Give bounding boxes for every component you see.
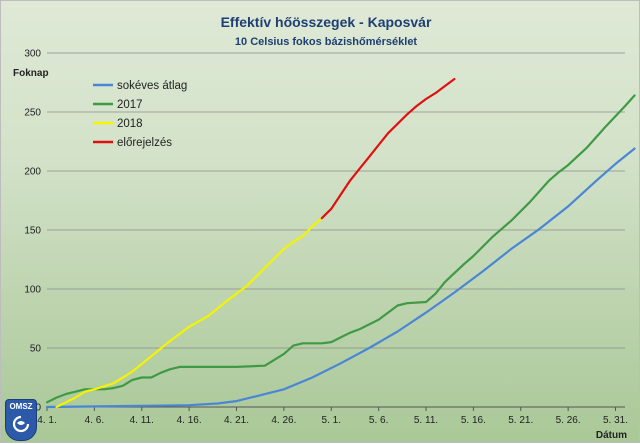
series-line-3 [320,77,456,220]
logo-text: OMSZ [9,402,33,411]
omsz-logo-icon [12,415,30,433]
x-tick-label: 4. 11. [130,415,154,426]
legend: sokéves átlag 2017 2018 előrejelzés [93,80,187,149]
x-tick-label: 4. 1. [37,415,56,426]
series-line-1 [45,94,636,404]
legend-label-1: 2017 [117,99,143,111]
y-tick-label: 300 [24,49,41,60]
legend-label-0: sokéves átlag [117,80,187,92]
x-tick-label: 4. 26. [271,415,296,426]
x-axis-title: Dátum [596,430,627,441]
x-tick-label: 5. 11. [414,415,438,426]
omsz-logo: OMSZ [5,399,37,441]
x-tick-label: 4. 6. [85,415,104,426]
x-tick-label: 5. 6. [369,415,388,426]
y-tick-label: 150 [24,226,41,237]
y-tick-label: 50 [30,344,42,355]
y-tick-label: 200 [24,167,41,178]
legend-label-3: előrejelzés [117,137,172,149]
y-tick-labels: 0 50 100 150 200 250 300 [24,49,41,414]
x-tick-label: 5. 16. [461,415,486,426]
x-tick-labels: 4. 1. 4. 6. 4. 11. 4. 16. 4. 21. 4. 26. 5. 1. 5… [37,415,628,426]
series-line-0 [45,147,636,409]
x-tick-label: 5. 26. [556,415,581,426]
y-tick-label: 100 [24,285,41,296]
series-line-2 [55,217,323,409]
y-tick-label: 250 [24,108,41,119]
x-tick-label: 5. 21. [508,415,533,426]
x-tick-label: 5. 31. [603,415,628,426]
y-tick-label: 0 [35,403,41,414]
series-lines [45,77,636,409]
legend-label-2: 2018 [117,118,143,130]
chart-title: Effektív hőösszegek - Kaposvár [221,14,432,30]
x-tick-label: 5. 1. [322,415,341,426]
grid-lines [46,52,625,411]
y-axis-title: Foknap [13,68,49,79]
chart-subtitle: 10 Celsius fokos bázishőmérséklet [235,36,418,48]
x-tick-label: 4. 16. [177,415,202,426]
x-tick-label: 4. 21. [224,415,249,426]
